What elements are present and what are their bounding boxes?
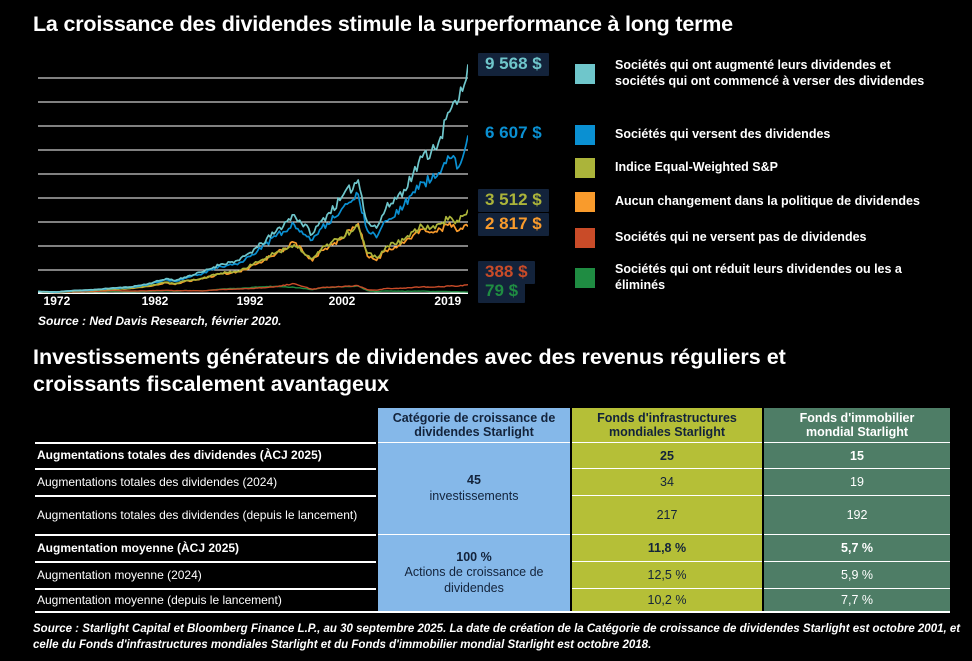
legend-label: Sociétés qui ont réduit leurs dividendes… <box>615 262 902 292</box>
chart-series-line-5 <box>37 285 468 294</box>
chart-source: Source : Ned Davis Research, février 202… <box>38 314 282 328</box>
end-value-label-4: 388 $ <box>478 261 535 284</box>
legend-label: Sociétés qui ne versent pas de dividende… <box>615 230 867 245</box>
legend-item: Sociétés qui ne versent pas de dividende… <box>575 228 930 248</box>
merged-category-cell-equities: 100 % Actions de croissance de dividende… <box>378 534 570 611</box>
tick-label: 1982 <box>141 294 169 308</box>
category-caption: Actions de croissance de dividendes <box>404 565 544 595</box>
category-value: 45 <box>467 473 481 487</box>
tick-label: 2002 <box>328 294 356 308</box>
legend-item: Sociétés qui versent des dividendes <box>575 125 930 145</box>
chart-area <box>37 54 469 297</box>
infrastructure-fund-cell: 10,2 % <box>572 588 762 611</box>
legend-item: Sociétés qui ont réduit leurs dividendes… <box>575 262 930 293</box>
real-estate-fund-cell: 19 <box>764 468 950 495</box>
table-row-label: Augmentations totales des dividendes (ÀC… <box>35 442 376 468</box>
legend-label: Aucun changement dans la politique de di… <box>615 194 920 209</box>
section-title: Investissements générateurs de dividende… <box>33 345 786 396</box>
legend-item: Indice Equal-Weighted S&P <box>575 158 930 178</box>
legend-label: Sociétés qui versent des dividendes <box>615 127 831 142</box>
real-estate-fund-cell: 15 <box>764 442 950 468</box>
real-estate-fund-cell: 7,7 % <box>764 588 950 611</box>
legend-label: Sociétés qui ont augmenté leurs dividend… <box>615 58 925 88</box>
table-header-category: Catégorie de croissance de dividendes St… <box>378 408 570 442</box>
end-value-label-3: 2 817 $ <box>478 213 549 236</box>
legend-swatch-icon <box>575 267 595 288</box>
infrastructure-fund-cell: 25 <box>572 442 762 468</box>
fund-table: Catégorie de croissance de dividendes St… <box>35 408 950 613</box>
end-value-label-1: 6 607 $ <box>485 123 542 142</box>
end-value-label-2: 3 512 $ <box>478 189 549 212</box>
infrastructure-fund-cell: 11,8 % <box>572 534 762 561</box>
legend-swatch-icon <box>575 125 595 145</box>
real-estate-fund-cell: 192 <box>764 495 950 534</box>
infrastructure-fund-cell: 12,5 % <box>572 561 762 588</box>
infrastructure-fund-cell: 217 <box>572 495 762 534</box>
table-header-infrastructure-fund: Fonds d'infrastructures mondiales Starli… <box>572 408 762 442</box>
legend-swatch-icon <box>575 192 595 212</box>
end-value-label-0: 9 568 $ <box>478 53 549 76</box>
chart-series-line-0 <box>38 64 469 293</box>
chart-series-line-1 <box>38 135 469 293</box>
real-estate-fund-cell: 5,9 % <box>764 561 950 588</box>
chart-series-line-4 <box>38 282 469 294</box>
legend-swatch-icon <box>575 158 595 178</box>
legend-swatch-icon <box>575 228 595 248</box>
end-value-label-5: 79 $ <box>478 280 526 303</box>
legend-swatch-icon <box>575 63 595 84</box>
category-caption: investissements <box>429 488 519 503</box>
table-row-label: Augmentations totales des dividendes (20… <box>35 468 376 495</box>
main-title: La croissance des dividendes stimule la … <box>33 12 733 36</box>
x-axis-ticks: 1972 1982 1992 2002 2019 <box>38 294 468 308</box>
table-row-label: Augmentations totales des dividendes (de… <box>35 495 376 534</box>
tick-label: 1992 <box>236 294 264 308</box>
tick-label: 2019 <box>434 294 462 308</box>
table-source: Source : Starlight Capital et Bloomberg … <box>33 623 961 651</box>
real-estate-fund-cell: 5,7 % <box>764 534 950 561</box>
dividend-growth-chart <box>37 64 469 294</box>
tick-label: 1972 <box>43 294 71 308</box>
category-value: 100 % <box>456 549 492 564</box>
legend-item: Aucun changement dans la politique de di… <box>575 192 930 212</box>
legend-label: Indice Equal-Weighted S&P <box>615 160 778 175</box>
table-row-label: Augmentation moyenne (2024) <box>35 561 376 588</box>
table-header-real-estate-fund: Fonds d'immobilier mondial Starlight <box>764 408 950 442</box>
legend-item: Sociétés qui ont augmenté leurs dividend… <box>575 58 930 89</box>
infrastructure-fund-cell: 34 <box>572 468 762 495</box>
merged-category-cell-investments: 45 investissements <box>378 442 570 534</box>
table-row-label: Augmentation moyenne (depuis le lancemen… <box>35 588 376 611</box>
table-row-label: Augmentation moyenne (ÀCJ 2025) <box>35 534 376 561</box>
chart-series-line-3 <box>37 222 469 294</box>
